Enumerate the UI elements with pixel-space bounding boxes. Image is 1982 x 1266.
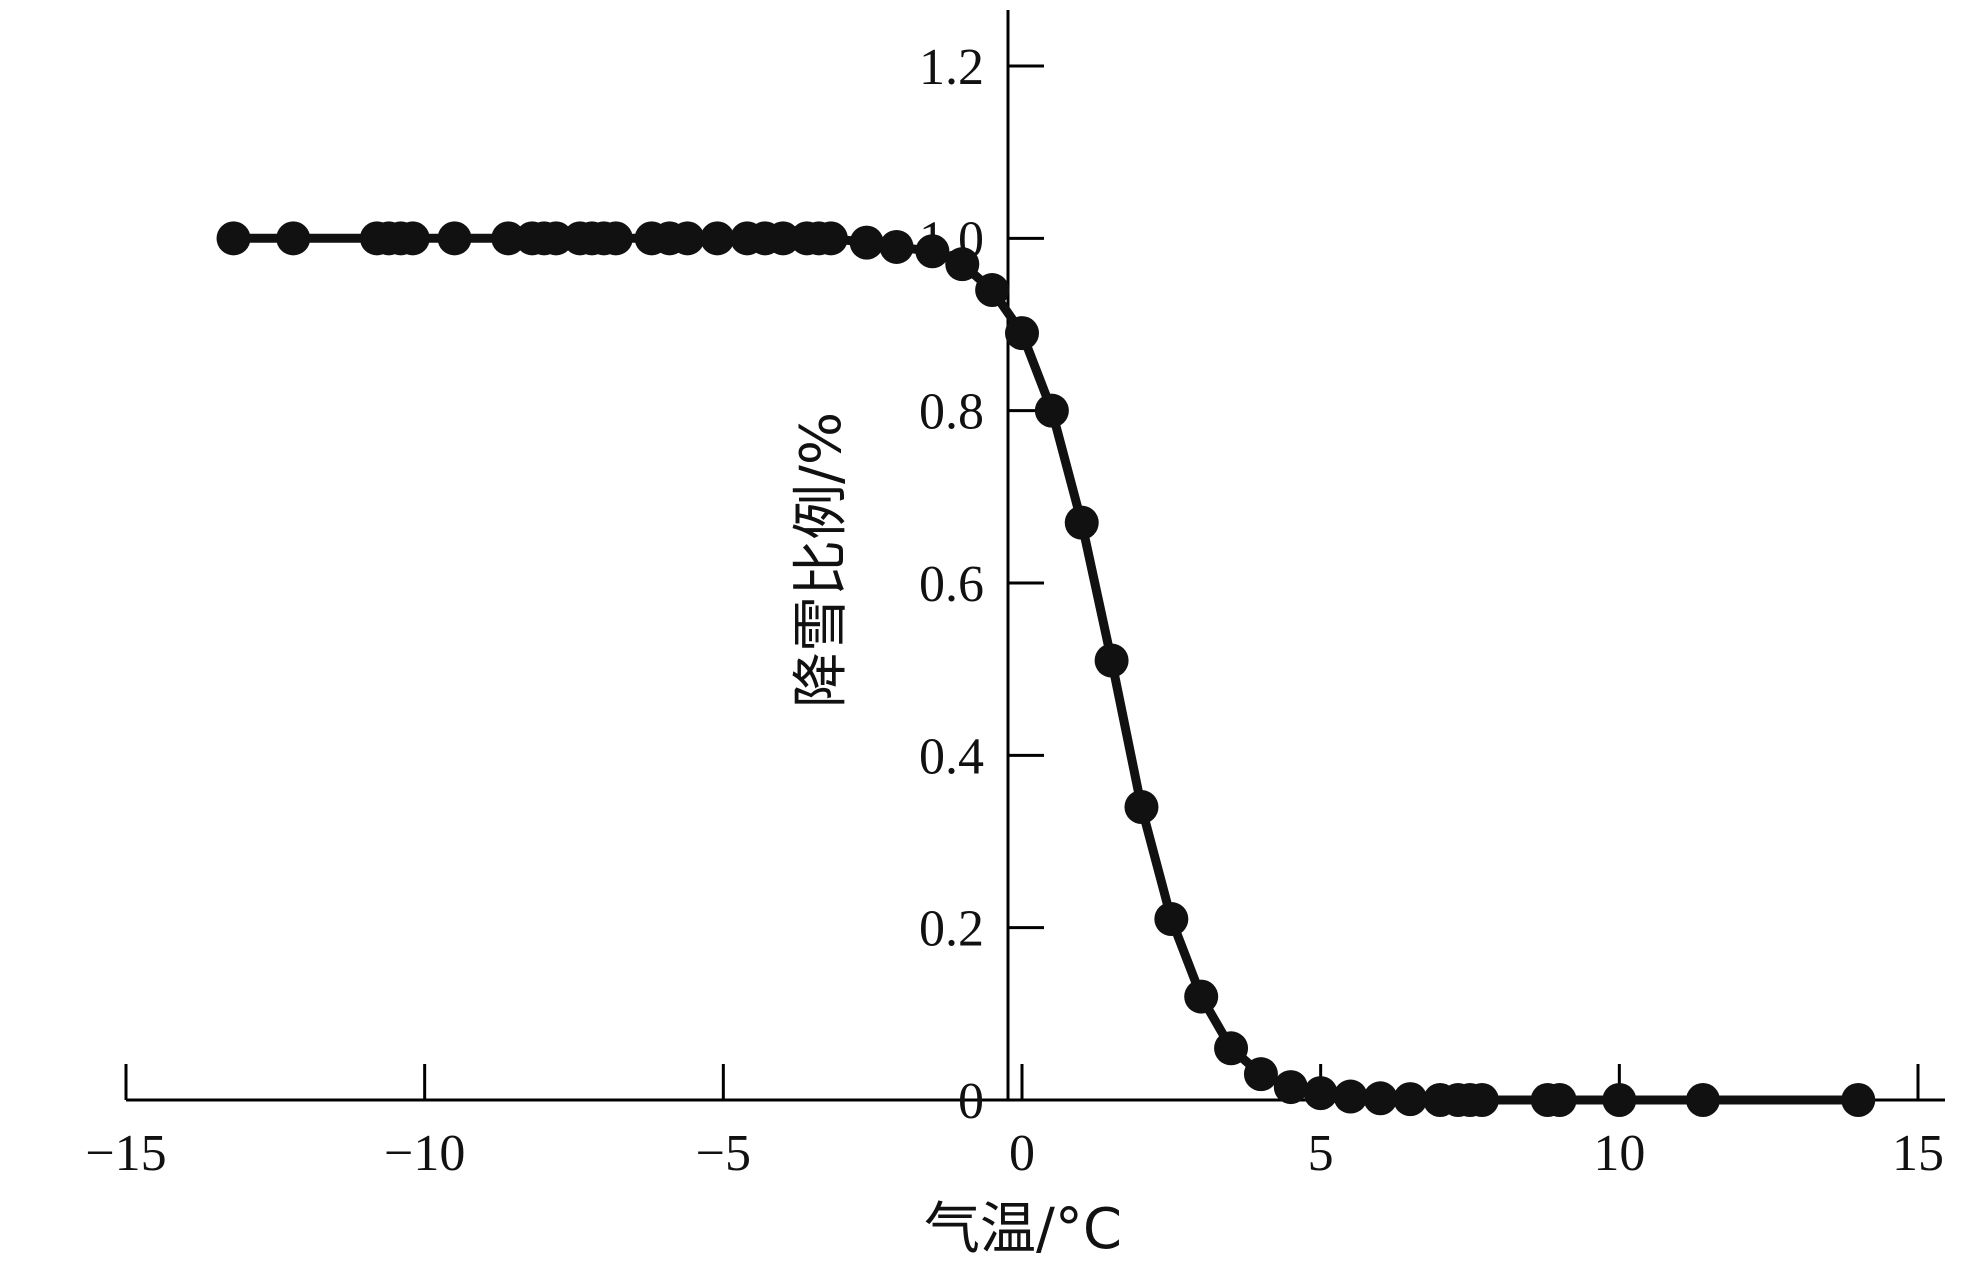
data-point <box>1184 979 1219 1014</box>
data-point <box>1393 1082 1428 1117</box>
data-point <box>395 221 430 256</box>
data-point <box>1243 1057 1278 1092</box>
x-tick-label: −15 <box>85 1125 166 1182</box>
data-point <box>1363 1081 1398 1116</box>
data-point <box>1685 1083 1720 1117</box>
data-point <box>1273 1070 1308 1105</box>
data-point <box>766 221 801 256</box>
data-point <box>276 221 311 256</box>
y-tick-label: 0.4 <box>919 728 984 785</box>
y-tick-label: 1.2 <box>919 39 984 96</box>
data-point <box>945 247 980 282</box>
data-point <box>813 221 848 256</box>
y-axis-label: 降雪比例/% <box>789 412 854 708</box>
data-point <box>1154 902 1189 937</box>
data-point <box>1094 643 1129 678</box>
x-tick-label: 10 <box>1593 1125 1645 1182</box>
data-point <box>670 221 705 256</box>
x-tick-label: −10 <box>384 1125 465 1182</box>
data-point <box>1841 1083 1876 1117</box>
x-tick-label: 5 <box>1308 1125 1334 1182</box>
data-point <box>491 221 526 256</box>
x-tick-label: −5 <box>696 1125 751 1182</box>
x-tick-label: 15 <box>1892 1125 1944 1182</box>
data-point <box>437 221 472 256</box>
y-tick-label: 0.6 <box>919 556 984 613</box>
data-point <box>1464 1083 1499 1117</box>
data-point <box>1303 1076 1338 1111</box>
y-tick-label: 0.2 <box>919 901 984 958</box>
data-point <box>975 273 1010 308</box>
data-point <box>1214 1031 1249 1066</box>
axes <box>126 10 1945 1102</box>
data-point <box>849 225 884 260</box>
data-point <box>1064 505 1099 540</box>
data-point <box>1034 393 1069 428</box>
y-tick-label: 0.8 <box>919 384 984 441</box>
data-point <box>1602 1083 1637 1117</box>
data-point <box>1124 790 1159 825</box>
series-group <box>216 221 1876 1117</box>
y-origin-label: 0 <box>958 1073 984 1130</box>
series-line <box>229 233 1863 1105</box>
data-point <box>1542 1083 1577 1117</box>
data-point <box>216 221 251 256</box>
y-axis-ticks: 0.20.40.60.81.01.20 <box>919 39 1044 1130</box>
x-axis-ticks: −15 −10 −5 0 5 10 15 <box>85 1064 1944 1182</box>
data-point <box>539 221 574 256</box>
data-point <box>879 229 914 264</box>
data-point <box>700 221 735 256</box>
data-point <box>1005 316 1039 351</box>
data-point <box>1333 1079 1368 1114</box>
data-point <box>915 234 950 269</box>
x-axis-label: 气温/°C <box>924 1197 1122 1262</box>
data-point <box>598 221 633 256</box>
x-tick-label: 0 <box>1009 1125 1035 1182</box>
